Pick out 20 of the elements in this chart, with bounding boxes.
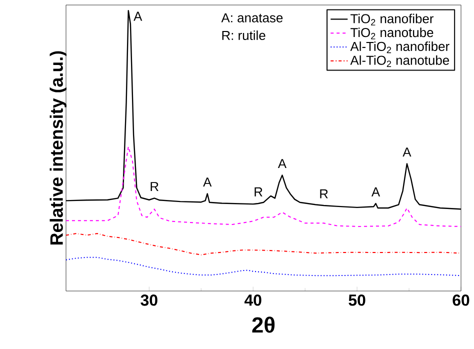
x-tick-label: 30	[140, 294, 158, 306]
legend-label: Al-TiO$_{2}$ nanofiber	[350, 42, 450, 54]
annotation: A	[203, 178, 212, 187]
legend-label: Al-TiO$_{2}$ nanotube	[350, 55, 450, 67]
y-axis-title: Relative intensity (a.u.)	[50, 51, 66, 244]
annotation: A	[371, 187, 380, 196]
annotation: A	[134, 12, 142, 21]
x-tick-label: 50	[348, 294, 366, 306]
x-axis-title: 2θ	[252, 316, 275, 333]
x-tick-label: 40	[244, 294, 262, 306]
annotation: A: anatase	[221, 13, 283, 22]
annotation: R	[320, 189, 328, 198]
x-tick-label: 60	[452, 294, 470, 306]
annotation: R	[150, 182, 158, 191]
annotation: R	[254, 187, 262, 196]
legend-label: TiO$_{2}$ nanotube	[350, 28, 434, 40]
legend-label: TiO$_{2}$ nanofiber	[350, 14, 434, 26]
annotation: A	[402, 148, 412, 157]
annotation: A	[278, 159, 287, 168]
annotation: R: rutile	[222, 30, 266, 40]
